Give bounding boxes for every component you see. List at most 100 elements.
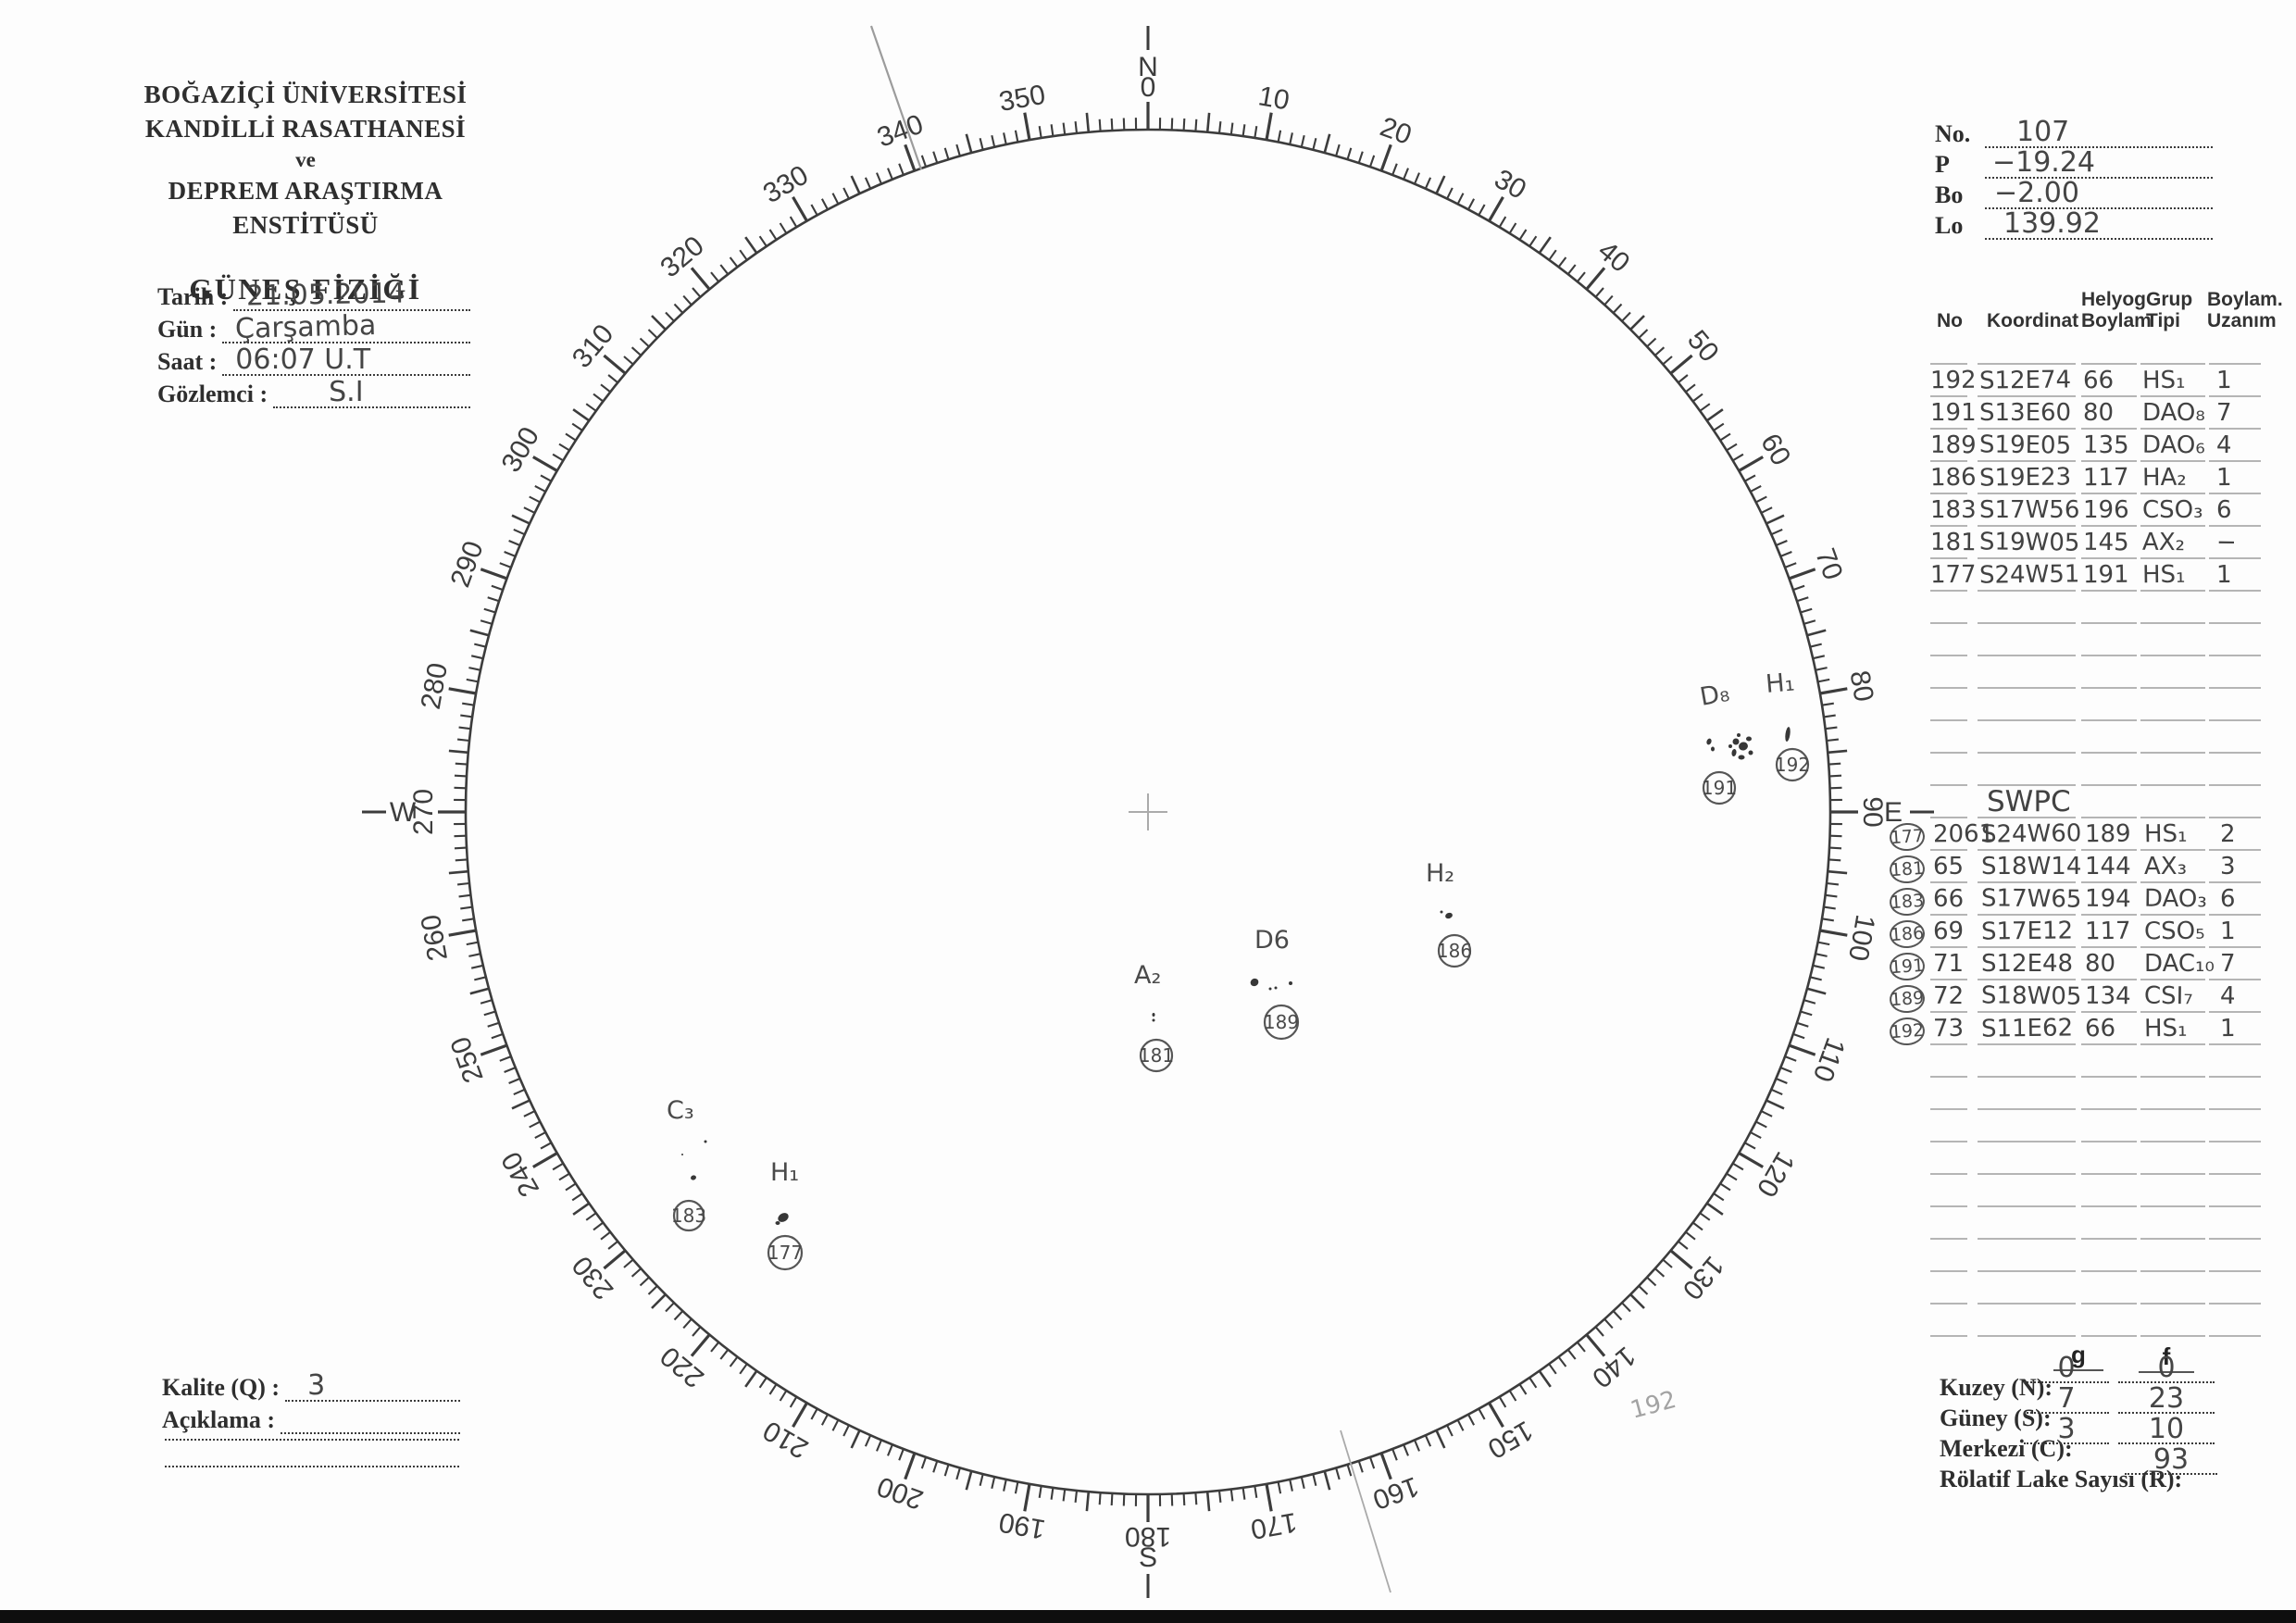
minor-degree-tick — [1229, 1489, 1234, 1502]
degree-label: 270 — [408, 789, 439, 835]
table-rule-empty — [2081, 1270, 2137, 1272]
minor-degree-tick — [623, 1258, 634, 1268]
minor-degree-tick — [647, 1285, 658, 1295]
minor-degree-tick — [1829, 786, 1842, 790]
swpc-cell-koordinat: S11E62 — [1980, 1014, 2074, 1043]
table-rule-empty — [2140, 363, 2205, 365]
minor-degree-tick — [768, 1383, 778, 1395]
minor-degree-tick — [1182, 118, 1186, 131]
swpc-cell-koordinat: S17W65 — [1980, 884, 2082, 914]
minor-degree-tick — [1391, 1448, 1398, 1461]
minor-degree-tick — [1478, 1408, 1486, 1420]
minor-degree-tick — [665, 311, 675, 322]
summary-north-g: 0 — [2057, 1352, 2076, 1384]
group-table-rule — [1978, 395, 2076, 397]
group-table-cell: 4 — [2215, 431, 2232, 460]
mid-degree-tick — [448, 869, 468, 875]
group-table-cell: 6 — [2216, 496, 2232, 524]
mid-degree-tick — [1828, 749, 1848, 755]
minor-degree-tick — [1424, 177, 1432, 190]
swpc-table-rule — [2209, 914, 2261, 916]
mid-degree-tick — [1766, 1099, 1785, 1110]
field-quality-line: 3 — [285, 1365, 460, 1402]
minor-degree-tick — [1770, 1088, 1783, 1096]
table-rule-empty — [1978, 1076, 2076, 1078]
minor-degree-tick — [470, 655, 484, 660]
group-table-cell: 183 — [1930, 496, 1977, 524]
swpc-cell-no: 66 — [1932, 884, 1965, 914]
table-rule-empty — [1930, 655, 1967, 656]
sunspot-blob — [1268, 987, 1272, 991]
minor-degree-tick — [1594, 1326, 1604, 1337]
mid-degree-tick — [1629, 315, 1645, 331]
minor-degree-tick — [552, 453, 564, 462]
swpc-table-rule — [2081, 1043, 2137, 1045]
minor-degree-tick — [466, 941, 479, 946]
table-rule-empty — [2209, 622, 2261, 624]
minor-degree-tick — [1800, 1010, 1813, 1017]
minor-degree-tick — [1821, 702, 1834, 706]
table-rule-empty — [2140, 1238, 2205, 1240]
minor-degree-tick — [1446, 187, 1454, 200]
major-degree-tick — [690, 1333, 711, 1357]
swpc-table-rule — [1978, 1043, 2076, 1045]
table-rule-empty — [1978, 655, 2076, 656]
minor-degree-tick — [1576, 1342, 1586, 1353]
minor-degree-tick — [639, 1276, 650, 1287]
minor-degree-tick — [1691, 1221, 1703, 1231]
minor-degree-tick — [1289, 132, 1293, 145]
swpc-table-rule — [2140, 1011, 2205, 1013]
sunspot-blob — [1738, 755, 1745, 760]
field-observer-label: Gözlemci : — [157, 381, 268, 407]
sunspot-number-ring — [1702, 770, 1737, 805]
table-rule-empty — [1930, 817, 1967, 818]
group-table-rule — [1930, 428, 1967, 430]
group-table-cell: S19E23 — [1978, 463, 2072, 493]
minor-degree-tick — [739, 1363, 748, 1375]
minor-degree-tick — [639, 337, 650, 348]
group-table-rule — [2209, 590, 2261, 592]
swpc-table-rule — [2140, 881, 2205, 883]
degree-label: 180 — [1125, 1521, 1171, 1552]
summary-north-f-cell: 0 — [2118, 1348, 2215, 1384]
minor-degree-tick — [480, 999, 493, 1005]
group-table-rule — [2140, 557, 2205, 559]
letterhead: BOĞAZİÇİ ÜNİVERSİTESİ KANDİLLİ RASATHANE… — [119, 78, 493, 306]
table-rule-empty — [2140, 1173, 2205, 1175]
swpc-table-rule — [2081, 946, 2137, 948]
field-day-line: Çarşamba — [222, 306, 470, 345]
minor-degree-tick — [585, 403, 597, 412]
minor-degree-tick — [1603, 1317, 1614, 1330]
minor-degree-tick — [1603, 294, 1614, 306]
minor-degree-tick — [1719, 432, 1731, 442]
swpc-table-rule — [1930, 881, 1967, 883]
minor-degree-tick — [1254, 126, 1258, 139]
minor-degree-tick — [1357, 151, 1364, 164]
minor-degree-tick — [955, 144, 961, 156]
minor-degree-tick — [1368, 1456, 1376, 1469]
degree-label: 220 — [655, 1341, 710, 1393]
minor-degree-tick — [1170, 1493, 1174, 1506]
minor-degree-tick — [810, 1408, 818, 1420]
minor-degree-tick — [1110, 1492, 1114, 1506]
group-table-rule — [2140, 460, 2205, 462]
group-table-rule — [1978, 590, 2076, 592]
major-degree-tick — [792, 1402, 808, 1429]
group-table-cell: 1 — [2215, 366, 2232, 395]
sunspot-group-number: 189 — [1264, 1011, 1299, 1033]
group-table-rule — [1978, 428, 2076, 430]
group-table-cell: S13E60 — [1979, 399, 2072, 427]
minor-degree-tick — [1638, 329, 1649, 339]
minor-degree-tick — [1062, 1489, 1067, 1502]
minor-degree-tick — [1566, 264, 1577, 275]
field-note-label: Açıklama : — [162, 1406, 276, 1433]
minor-degree-tick — [1170, 118, 1174, 131]
table-rule-empty — [2081, 1205, 2137, 1207]
minor-degree-tick — [1621, 1302, 1631, 1313]
minor-degree-tick — [810, 204, 818, 216]
table-rule-empty — [2209, 1270, 2261, 1272]
table-rule-empty — [2140, 719, 2205, 721]
table-rule-empty — [2081, 752, 2137, 754]
degree-label: 290 — [445, 537, 490, 591]
group-table-rule — [1978, 493, 2076, 494]
